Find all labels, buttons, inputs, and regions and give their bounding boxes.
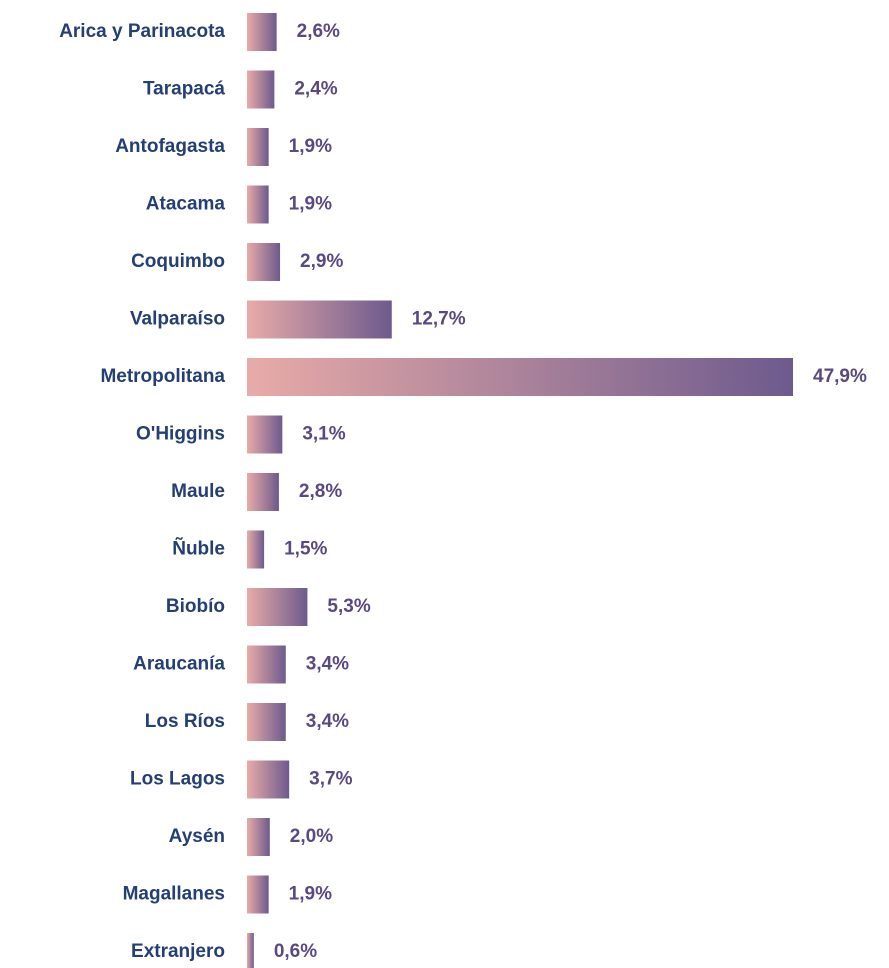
- category-label: Araucanía: [133, 654, 225, 675]
- category-label: Valparaíso: [130, 309, 225, 330]
- category-label: Los Ríos: [145, 711, 225, 732]
- value-label: 3,4%: [306, 654, 349, 675]
- bar: [247, 473, 279, 511]
- category-label: Ñuble: [172, 538, 225, 560]
- value-label: 2,8%: [299, 481, 342, 502]
- category-label: Magallanes: [123, 884, 225, 905]
- value-label: 3,4%: [306, 711, 349, 732]
- bar: [247, 818, 270, 856]
- value-label: 0,6%: [274, 941, 317, 962]
- value-label: 3,1%: [302, 424, 345, 445]
- category-label: Maule: [171, 481, 225, 502]
- bar: [247, 13, 277, 51]
- value-label: 1,9%: [289, 194, 332, 215]
- value-label: 2,6%: [297, 21, 340, 42]
- bar: [247, 588, 308, 626]
- value-label: 1,9%: [289, 136, 332, 157]
- value-label: 2,9%: [300, 251, 343, 272]
- category-label: Biobío: [166, 596, 225, 617]
- bar: [247, 300, 392, 339]
- category-label: O'Higgins: [136, 424, 225, 445]
- bar: [247, 243, 281, 281]
- category-label: Tarapacá: [143, 79, 225, 100]
- bar: [247, 358, 793, 396]
- value-label: 3,7%: [309, 769, 352, 790]
- value-label: 1,5%: [284, 539, 327, 560]
- category-label: Aysén: [169, 826, 225, 847]
- bar: [247, 875, 269, 914]
- bar: [247, 415, 283, 454]
- category-label: Coquimbo: [131, 251, 225, 272]
- category-label: Los Lagos: [130, 769, 225, 790]
- category-label: Extranjero: [131, 941, 225, 962]
- category-label: Metropolitana: [100, 366, 225, 387]
- bar: [247, 70, 275, 109]
- value-label: 2,0%: [290, 826, 333, 847]
- bar: [247, 933, 254, 968]
- bar: [247, 128, 269, 166]
- category-label: Arica y Parinacota: [59, 21, 225, 42]
- bar: [247, 760, 290, 799]
- value-label: 1,9%: [289, 884, 332, 905]
- bar: [247, 185, 269, 224]
- category-label: Atacama: [146, 194, 226, 215]
- bar: [247, 703, 286, 741]
- bar: [247, 645, 286, 684]
- value-label: 47,9%: [813, 366, 867, 387]
- bar: [247, 530, 265, 569]
- value-label: 12,7%: [412, 309, 466, 330]
- category-label: Antofagasta: [115, 136, 225, 157]
- value-label: 5,3%: [327, 596, 370, 617]
- value-label: 2,4%: [294, 79, 337, 100]
